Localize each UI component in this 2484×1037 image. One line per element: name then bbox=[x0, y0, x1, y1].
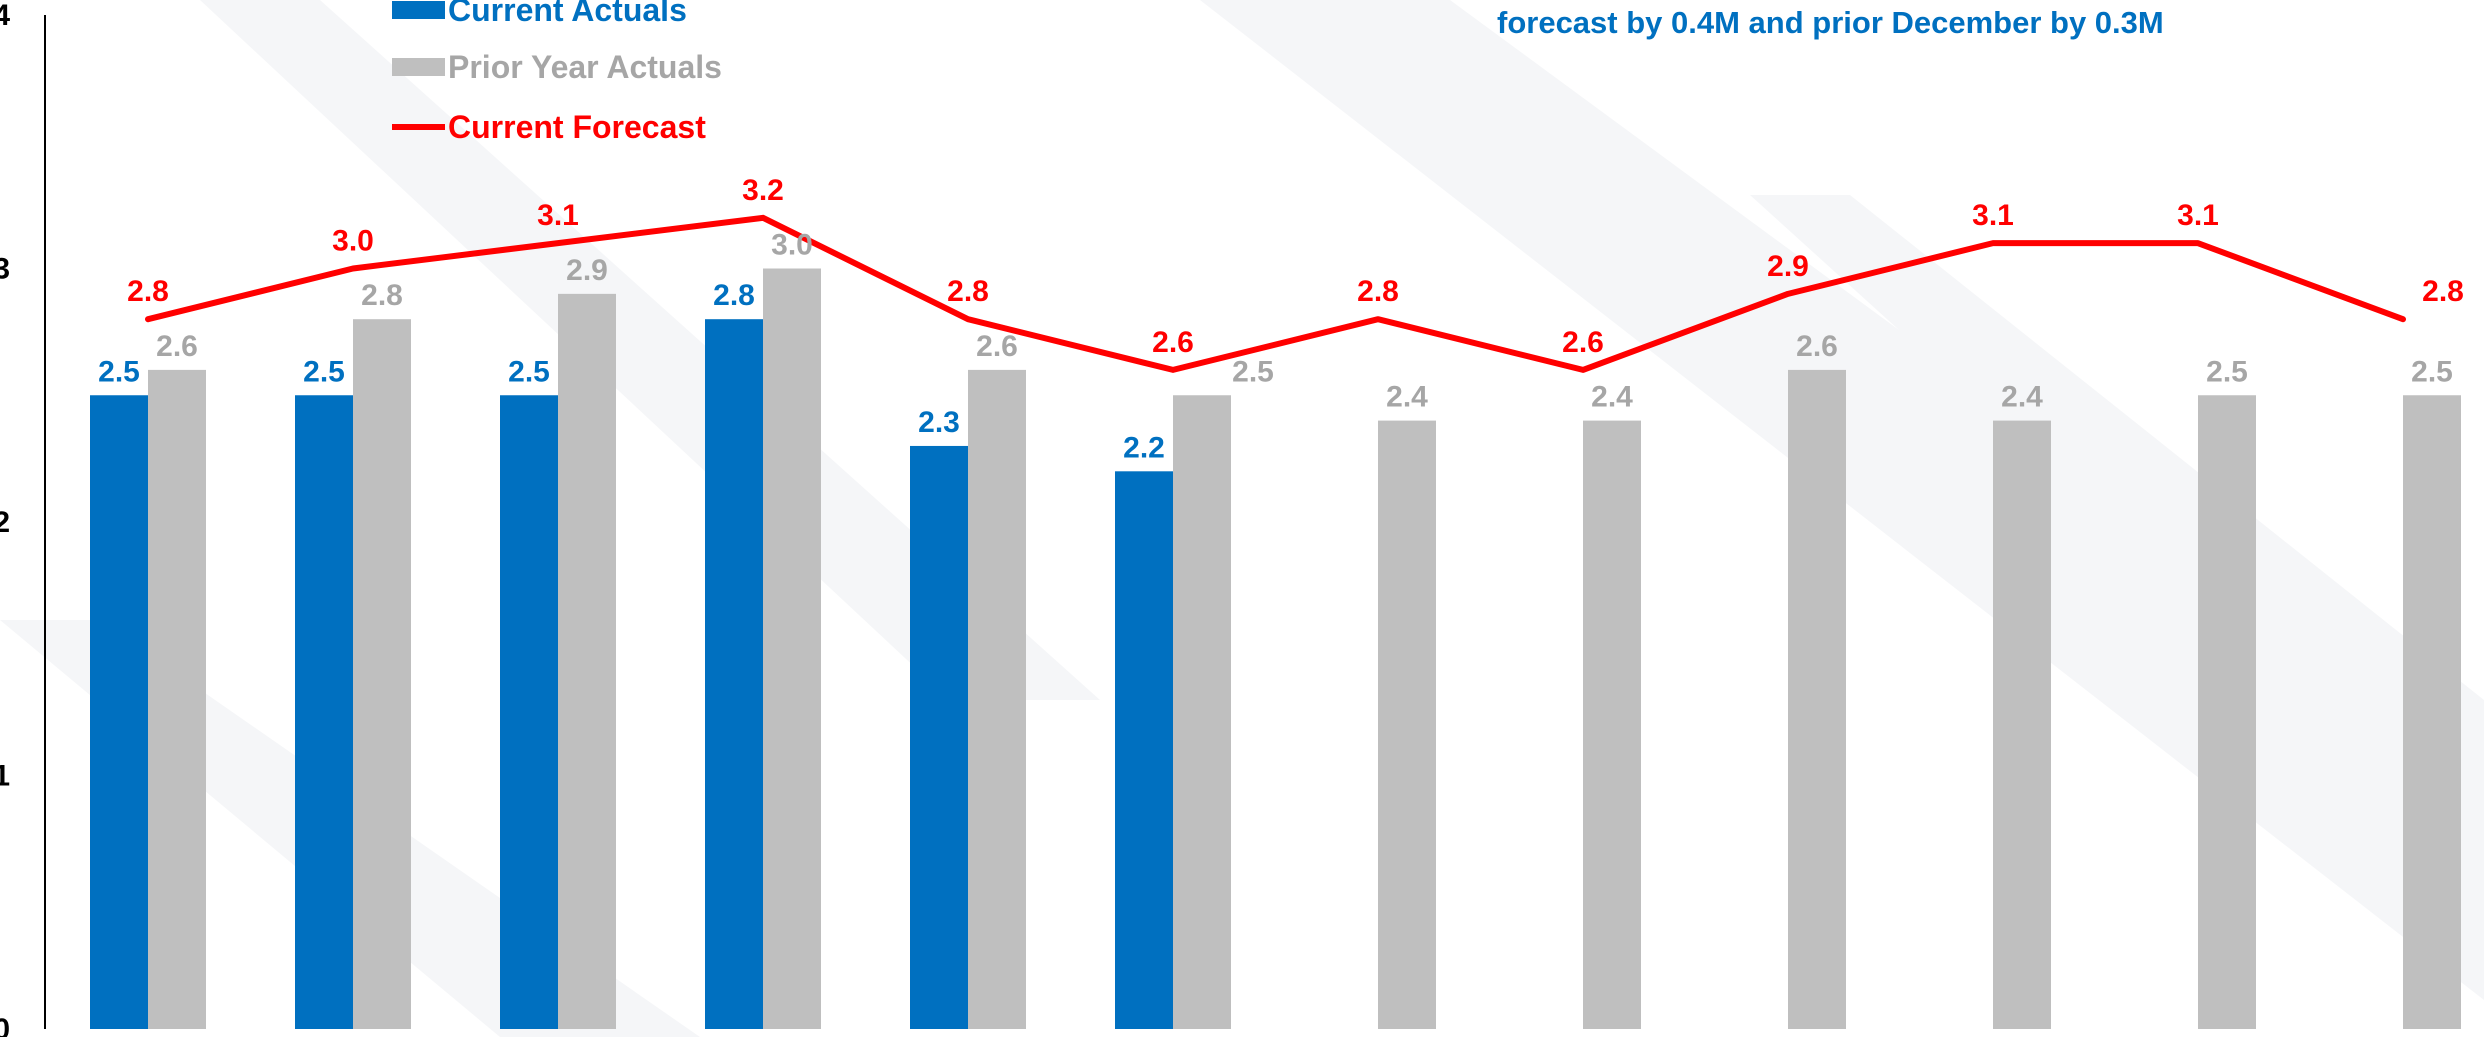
data-label-current-actuals: 2.8 bbox=[713, 279, 755, 312]
y-tick-label: 4 bbox=[0, 0, 10, 32]
data-label-current-actuals: 2.3 bbox=[918, 406, 960, 439]
data-label-current-forecast: 2.8 bbox=[127, 275, 169, 308]
data-label-prior-year-actuals: 2.5 bbox=[2206, 355, 2248, 388]
bar-current-actuals bbox=[295, 395, 353, 1029]
y-tick-label: 0 bbox=[0, 1013, 10, 1037]
data-label-prior-year-actuals: 2.8 bbox=[361, 279, 403, 312]
data-label-current-forecast: 2.8 bbox=[2422, 275, 2464, 308]
data-label-current-forecast: 2.8 bbox=[1357, 275, 1399, 308]
data-label-current-actuals: 2.2 bbox=[1123, 431, 1165, 464]
data-label-prior-year-actuals: 3.0 bbox=[771, 229, 813, 262]
forecast-line bbox=[145, 214, 2406, 373]
bar-prior-year-actuals bbox=[1378, 420, 1436, 1030]
legend-swatch bbox=[392, 58, 445, 76]
legend: Current Actuals Prior Year Actuals Current… bbox=[392, 0, 722, 145]
data-label-current-forecast: 3.0 bbox=[332, 225, 374, 258]
data-label-prior-year-actuals: 2.5 bbox=[1232, 355, 1274, 388]
bar-prior-year-actuals bbox=[968, 369, 1026, 1029]
annotation-text: forecast by 0.4M and prior December by 0… bbox=[1497, 5, 2164, 40]
y-tick-label: 2 bbox=[0, 506, 10, 539]
data-labels: 2.5 2.6 2.5 2.8 2.5 2.9 2.8 3.0 2.3 2.6 2.2 2.5 2.4 2… bbox=[98, 174, 2464, 464]
bar-prior-year-actuals bbox=[763, 268, 821, 1029]
data-label-current-forecast: 2.8 bbox=[947, 275, 989, 308]
data-label-prior-year-actuals: 2.5 bbox=[2411, 355, 2453, 388]
data-label-prior-year-actuals: 2.4 bbox=[2001, 381, 2043, 414]
watermark-stripe bbox=[200, 0, 1100, 700]
bar-prior-year-actuals bbox=[148, 369, 206, 1029]
data-label-current-actuals: 2.5 bbox=[508, 355, 550, 388]
y-tick-label: 3 bbox=[0, 253, 10, 286]
legend-label: Prior Year Actuals bbox=[448, 49, 722, 85]
legend-swatch bbox=[392, 1, 445, 19]
bar-prior-year-actuals bbox=[2403, 395, 2461, 1029]
data-label-current-actuals: 2.5 bbox=[303, 355, 345, 388]
data-label-current-forecast: 3.1 bbox=[1972, 199, 2014, 232]
data-label-current-forecast: 3.1 bbox=[2177, 199, 2219, 232]
y-axis: 0 1 2 3 4 bbox=[0, 0, 46, 1037]
bars bbox=[90, 268, 2461, 1030]
y-tick-label: 1 bbox=[0, 760, 10, 793]
data-label-prior-year-actuals: 2.6 bbox=[156, 330, 198, 363]
data-label-prior-year-actuals: 2.9 bbox=[566, 254, 608, 287]
data-label-current-forecast: 2.6 bbox=[1152, 326, 1194, 359]
bar-prior-year-actuals bbox=[1993, 420, 2051, 1030]
bar-prior-year-actuals bbox=[1788, 369, 1846, 1029]
bar-current-actuals bbox=[705, 319, 763, 1029]
bar-prior-year-actuals bbox=[558, 293, 616, 1030]
forecast-line-group bbox=[145, 214, 2406, 373]
bar-prior-year-actuals bbox=[353, 319, 411, 1029]
data-label-prior-year-actuals: 2.4 bbox=[1591, 381, 1633, 414]
data-label-prior-year-actuals: 2.4 bbox=[1386, 381, 1428, 414]
data-label-current-actuals: 2.5 bbox=[98, 355, 140, 388]
data-label-current-forecast: 2.9 bbox=[1767, 250, 1809, 283]
bar-current-actuals bbox=[1115, 471, 1173, 1029]
bar-prior-year-actuals bbox=[2198, 395, 2256, 1029]
bar-prior-year-actuals bbox=[1173, 395, 1231, 1029]
bar-current-actuals bbox=[500, 395, 558, 1029]
bar-current-actuals bbox=[90, 395, 148, 1029]
legend-label: Current Forecast bbox=[448, 109, 706, 145]
data-label-current-forecast: 3.2 bbox=[742, 174, 784, 207]
data-label-current-forecast: 2.6 bbox=[1562, 326, 1604, 359]
data-label-prior-year-actuals: 2.6 bbox=[1796, 330, 1838, 363]
bar-prior-year-actuals bbox=[1583, 420, 1641, 1030]
legend-label: Current Actuals bbox=[448, 0, 687, 28]
watermark-stripe bbox=[1750, 195, 2484, 860]
bar-current-actuals bbox=[910, 445, 968, 1029]
data-label-current-forecast: 3.1 bbox=[537, 199, 579, 232]
data-label-prior-year-actuals: 2.6 bbox=[976, 330, 1018, 363]
